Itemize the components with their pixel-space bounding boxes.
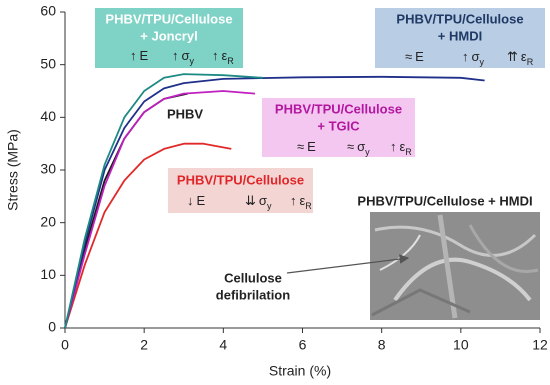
effect-arrow: ≈ bbox=[297, 139, 304, 154]
effect-subscript: y bbox=[365, 147, 370, 157]
y-axis-title: Stress (MPa) bbox=[5, 129, 21, 211]
x-tick-label: 2 bbox=[140, 337, 148, 353]
effect-symbol: ε bbox=[300, 193, 306, 208]
effect-symbol: E bbox=[307, 139, 316, 154]
effect-symbol: E bbox=[140, 48, 149, 63]
annotation-title: PHBV/TPU/Cellulose bbox=[396, 11, 523, 26]
effect: ≈ E bbox=[405, 49, 424, 64]
effect-subscript: R bbox=[527, 57, 534, 67]
annotation: PHBV/TPU/Cellulose+ TGIC≈ E ≈ σy ↑ εR bbox=[262, 98, 415, 157]
effect: ≈ E bbox=[297, 139, 316, 154]
annotation: PHBV/TPU/Cellulose + HMDI ≈ E ↑ σy ⇈ εR bbox=[375, 8, 545, 68]
effect-symbol: σ bbox=[357, 139, 365, 154]
annotation-box bbox=[262, 98, 415, 157]
x-tick-label: 8 bbox=[378, 337, 386, 353]
y-tick-label: 0 bbox=[48, 319, 56, 335]
line-series bbox=[64, 90, 256, 329]
x-tick-label: 6 bbox=[299, 337, 307, 353]
annotation-box bbox=[375, 8, 545, 68]
effect: ↓ E bbox=[187, 193, 206, 208]
annotation-title: PHBV/TPU/Cellulose bbox=[177, 172, 304, 187]
x-axis-title: Strain (%) bbox=[269, 363, 331, 379]
y-tick-label: 60 bbox=[40, 3, 56, 19]
effect-arrow: ↑ bbox=[130, 48, 137, 63]
y-tick-label: 20 bbox=[40, 213, 56, 229]
effect-arrow: ≈ bbox=[405, 49, 412, 64]
annotation-box bbox=[168, 168, 313, 213]
effect-arrow: ⇈ bbox=[507, 49, 518, 64]
sem-image bbox=[370, 212, 540, 320]
effect-symbol: ε bbox=[521, 49, 527, 64]
x-tick-label: 4 bbox=[219, 337, 227, 353]
effect-symbol: ε bbox=[222, 48, 228, 63]
annotation-box bbox=[95, 8, 243, 68]
line-series bbox=[64, 73, 263, 329]
effect-arrow: ↑ bbox=[462, 49, 469, 64]
y-tick-label: 30 bbox=[40, 161, 56, 177]
pointer-arrow bbox=[286, 254, 410, 274]
line-series bbox=[64, 75, 485, 329]
x-tick-label: 10 bbox=[453, 337, 469, 353]
effect-arrow: ↓ bbox=[187, 193, 194, 208]
annotation-title: + Joncryl bbox=[140, 28, 197, 43]
image-note: defibrilation bbox=[216, 287, 290, 302]
effect: ↑ εR bbox=[390, 139, 412, 157]
effect-symbol: σ bbox=[259, 193, 267, 208]
effect-subscript: y bbox=[190, 56, 195, 66]
effect-subscript: R bbox=[305, 201, 312, 211]
effect-arrow: ↑ bbox=[390, 139, 397, 154]
annotation-title: PHBV/TPU/Cellulose bbox=[105, 11, 232, 26]
effect-subscript: R bbox=[227, 56, 234, 66]
effect-symbol: E bbox=[197, 193, 206, 208]
annotation-title: + TGIC bbox=[317, 118, 360, 133]
effect-subscript: R bbox=[405, 147, 412, 157]
effect-arrow: ↑ bbox=[290, 193, 297, 208]
effect: ⇊ σy bbox=[245, 193, 272, 211]
effect: ↑ σy bbox=[462, 49, 485, 67]
effect: ↑ εR bbox=[212, 48, 234, 66]
curve-label: PHBV bbox=[167, 106, 203, 121]
effect-arrow: ⇊ bbox=[245, 193, 256, 208]
effect-arrow: ≈ bbox=[347, 139, 354, 154]
effect-arrow: ↑ bbox=[212, 48, 219, 63]
annotation: PHBV/TPU/Cellulose ↓ E ⇊ σy ↑ εR bbox=[168, 168, 313, 213]
annotation-title: PHBV/TPU/Cellulose bbox=[275, 101, 402, 116]
effect: ≈ σy bbox=[347, 139, 370, 157]
effect-subscript: y bbox=[267, 201, 272, 211]
effect: ↑ σy bbox=[172, 48, 195, 66]
effect-symbol: E bbox=[415, 49, 424, 64]
effect-arrow: ↑ bbox=[172, 48, 179, 63]
image-title: PHBV/TPU/Cellulose + HMDI bbox=[357, 193, 532, 208]
effect-symbol: ε bbox=[400, 139, 406, 154]
y-tick-label: 50 bbox=[40, 55, 56, 71]
effect-subscript: y bbox=[480, 57, 485, 67]
y-tick-label: 10 bbox=[40, 266, 56, 282]
line-series bbox=[64, 142, 232, 329]
annotation: PHBV/TPU/Cellulose+ Joncryl↑ E ↑ σy ↑ εR bbox=[95, 8, 243, 68]
effect: ↑ εR bbox=[290, 193, 312, 211]
effect: ⇈ εR bbox=[507, 49, 534, 67]
effect-symbol: σ bbox=[472, 49, 480, 64]
y-tick-label: 40 bbox=[40, 108, 56, 124]
x-tick-label: 12 bbox=[532, 337, 548, 353]
effect: ↑ E bbox=[130, 48, 149, 63]
image-note: Cellulose bbox=[224, 270, 282, 285]
annotation-title: + HMDI bbox=[438, 28, 482, 43]
effect-symbol: σ bbox=[182, 48, 190, 63]
x-tick-label: 0 bbox=[61, 337, 69, 353]
